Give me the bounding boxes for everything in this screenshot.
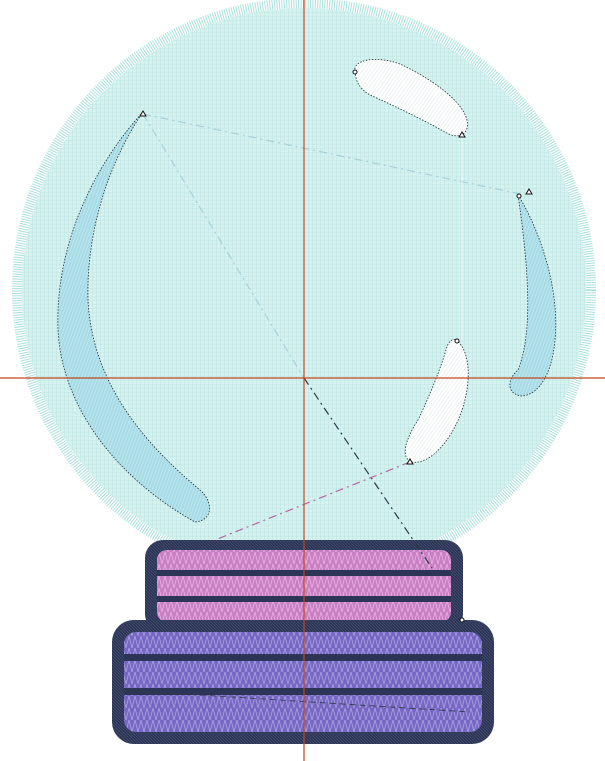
triangle-marker-icon[interactable]	[139, 110, 147, 117]
base-bottom-stripe	[124, 654, 482, 661]
circle-marker-icon[interactable]	[459, 617, 465, 623]
base-bottom-tier[interactable]	[112, 620, 494, 744]
base-bottom-stripe	[124, 688, 482, 695]
circle-marker-icon[interactable]	[352, 69, 358, 75]
top-white-highlight[interactable]	[354, 59, 468, 137]
triangle-marker-icon[interactable]	[406, 458, 414, 465]
jump-stitches	[119, 113, 521, 713]
circle-marker-icon[interactable]	[454, 338, 460, 344]
right-reflection[interactable]	[509, 194, 557, 397]
lower-white-highlight[interactable]	[404, 339, 469, 463]
stitch-markers	[139, 69, 533, 623]
triangle-marker-icon[interactable]	[525, 188, 533, 195]
left-reflection[interactable]	[57, 111, 210, 523]
triangle-marker-icon[interactable]	[458, 131, 466, 138]
circle-marker-icon[interactable]	[516, 193, 522, 199]
base-bottom-fill	[124, 632, 482, 732]
